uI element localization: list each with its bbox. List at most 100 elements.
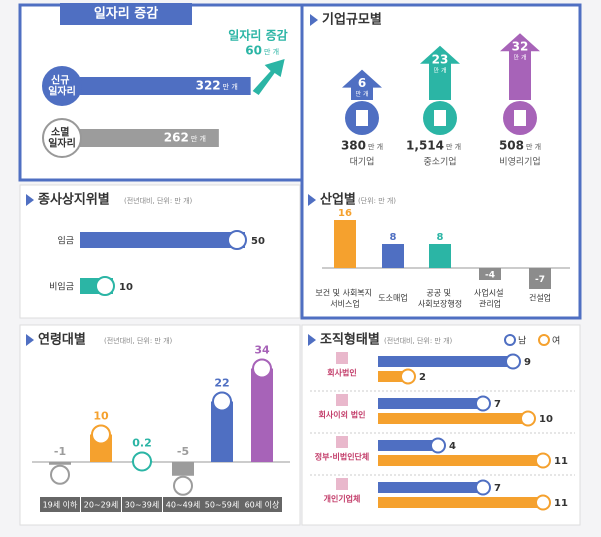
value-label: 8 — [390, 232, 397, 243]
category-box — [163, 497, 203, 512]
bar — [172, 462, 194, 476]
icon — [475, 479, 491, 496]
panel-title: 일자리 증감 — [94, 6, 158, 22]
panel-title: 기업규모별 — [322, 12, 382, 28]
category-box — [202, 497, 242, 512]
unit-label: 만 개 — [356, 90, 369, 98]
unit-label: 만 개 — [191, 134, 206, 143]
unit-label: 만 개 — [526, 142, 541, 151]
legend-swatch — [538, 334, 550, 346]
bar — [80, 232, 245, 248]
category-icon — [336, 394, 348, 406]
category-label: 비영리기업 — [499, 157, 540, 168]
value-label: 11 — [554, 456, 568, 467]
category-icon — [336, 436, 348, 448]
category-icon — [336, 352, 348, 364]
category-label: 비임금 — [49, 281, 74, 293]
value-label: 2 — [419, 372, 426, 383]
bar — [378, 440, 438, 451]
value-label: 11 — [554, 498, 568, 509]
category-label: 임금 — [57, 235, 74, 247]
total-label: 1,514 — [406, 139, 444, 153]
icon — [475, 395, 491, 412]
icon — [520, 410, 536, 427]
panel-title: 산업별 — [320, 192, 356, 208]
bar — [334, 220, 356, 268]
category-label: 30~39세 — [125, 501, 159, 510]
value-label: -5 — [177, 445, 189, 458]
category-label: 40~49세 — [166, 501, 200, 510]
legend-label: 남 — [518, 336, 526, 347]
category-box — [81, 497, 121, 512]
bar — [80, 77, 251, 95]
panel-subtitle: (전년대비, 단위: 만 개) — [104, 336, 173, 345]
bar — [378, 371, 408, 382]
value-label: 322 — [196, 79, 221, 93]
unit-label: 만 개 — [368, 142, 383, 151]
unit-label: 만 개 — [223, 82, 238, 91]
icon — [400, 368, 416, 385]
marker — [310, 14, 318, 26]
value-label: 34 — [254, 344, 270, 357]
icon — [132, 451, 152, 472]
panel-title: 종사상지위별 — [38, 192, 110, 208]
value-label: 9 — [524, 357, 531, 368]
panel-subtitle: (전년대비, 단위: 만 개) — [124, 196, 193, 205]
change-arrow — [252, 59, 285, 95]
legend-label: 여 — [552, 335, 560, 347]
unit-label: 만 개 — [434, 66, 447, 74]
category-label: 도소매업 — [378, 294, 407, 303]
category-label: 건설업 — [529, 293, 551, 303]
value-label: 7 — [494, 483, 501, 494]
bar — [479, 268, 501, 280]
change-value: 60 — [245, 44, 262, 58]
legend-swatch — [504, 334, 516, 346]
category-box — [40, 497, 80, 512]
marker — [308, 194, 316, 206]
bar — [49, 462, 71, 465]
category-badge — [42, 66, 82, 106]
marker — [26, 334, 34, 346]
icon — [535, 494, 551, 511]
value-label: 262 — [164, 131, 189, 145]
bar — [378, 455, 543, 466]
value-label: 0.2 — [132, 436, 152, 449]
category-label: 60세 이상 — [245, 500, 280, 510]
value-label: 32 — [512, 40, 529, 54]
value-label: 10 — [93, 410, 109, 423]
icon-building — [356, 110, 368, 126]
category-badge — [42, 118, 82, 158]
category-icon — [336, 478, 348, 490]
category-label: 중소기업 — [423, 157, 456, 168]
value-label: 10 — [119, 282, 133, 293]
bar — [80, 129, 219, 147]
icon — [50, 464, 70, 485]
category-label: 19세 이하 — [43, 500, 78, 510]
unit-label: 만 개 — [514, 54, 527, 62]
icon — [212, 391, 232, 412]
arrow — [500, 33, 540, 101]
bar — [378, 497, 543, 508]
bar — [378, 356, 513, 367]
category-label: 공공 및 사회보장행정 — [418, 287, 462, 308]
category-label: 사업시설 관리업 — [474, 287, 506, 308]
category-box — [122, 497, 162, 512]
total-label: 508 — [499, 139, 524, 153]
value-label: 7 — [494, 399, 501, 410]
category-label: 회사법인 — [327, 368, 356, 378]
change-label: 일자리 증감 — [228, 28, 287, 43]
title-tab — [60, 3, 192, 25]
icon — [173, 475, 193, 496]
bar — [378, 413, 528, 424]
marker — [26, 194, 34, 206]
panel-subtitle: (전년대비, 단위: 만 개) — [384, 336, 453, 345]
category-label: 소멸 일자리 — [48, 126, 76, 150]
category-box — [242, 497, 282, 512]
value-label: -7 — [535, 275, 545, 285]
category-label: 정부·비법인단체 — [315, 452, 370, 462]
arrow — [342, 69, 382, 100]
value-label: -4 — [485, 271, 495, 281]
category-label: 보건 및 사회복지 서비스업 — [315, 287, 374, 308]
icon — [430, 437, 446, 454]
category-label: 대기업 — [350, 157, 375, 168]
